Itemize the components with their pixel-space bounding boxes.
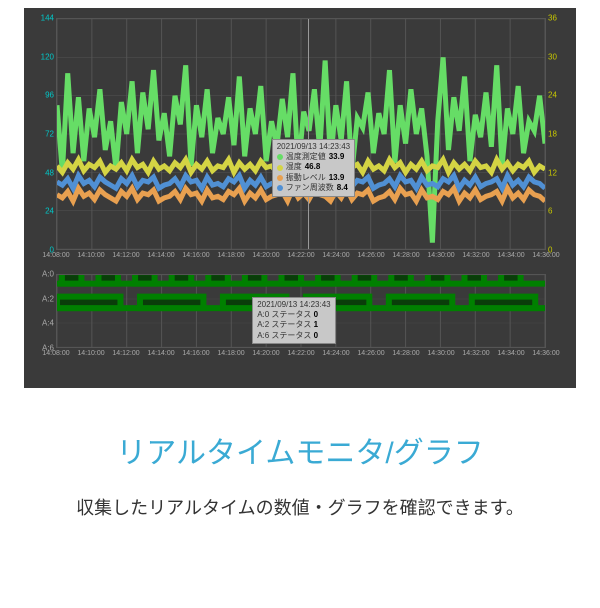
main-chart: 024487296120144 061218243036 2021/09/13 …	[34, 14, 566, 264]
mini-x-axis: 14:08:0014:10:0014:12:0014:14:0014:16:00…	[56, 350, 546, 362]
mini-plot-area: 2021/09/13 14:23:43A:0 ステータス 0A:2 ステータス …	[56, 274, 546, 348]
main-plot-area: 2021/09/13 14:23:43温度測定値 33.9湿度 46.8振動レベ…	[56, 18, 546, 250]
main-tooltip: 2021/09/13 14:23:43温度測定値 33.9湿度 46.8振動レベ…	[272, 139, 355, 197]
page-subtitle: 収集したリアルタイムの数値・グラフを確認できます。	[0, 494, 600, 520]
cursor-line	[308, 19, 309, 249]
y-axis-left: 024487296120144	[34, 14, 56, 264]
mini-tooltip: 2021/09/13 14:23:43A:0 ステータス 0A:2 ステータス …	[252, 297, 335, 345]
mini-chart: A:0A:2A:4A:6 2021/09/13 14:23:43A:0 ステータ…	[34, 272, 566, 362]
screenshot-panel: 024487296120144 061218243036 2021/09/13 …	[24, 8, 576, 388]
page-title: リアルタイムモニタ/グラフ	[0, 428, 600, 472]
main-x-axis: 14:08:0014:10:0014:12:0014:14:0014:16:00…	[56, 252, 546, 264]
mini-y-axis: A:0A:2A:4A:6	[34, 272, 56, 362]
y-axis-right: 061218243036	[546, 14, 566, 264]
caption-block: リアルタイムモニタ/グラフ 収集したリアルタイムの数値・グラフを確認できます。	[0, 428, 600, 520]
